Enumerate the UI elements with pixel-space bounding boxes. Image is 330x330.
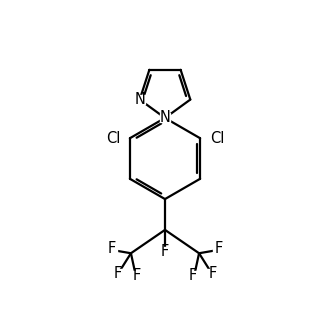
Text: N: N [160, 111, 170, 125]
Text: Cl: Cl [210, 131, 224, 146]
Text: Cl: Cl [106, 131, 120, 146]
Text: F: F [133, 268, 141, 283]
Bar [213, 244, 224, 253]
Bar [112, 269, 123, 278]
Bar [207, 269, 218, 278]
Bar [134, 95, 145, 104]
Text: F: F [189, 268, 197, 283]
Bar [188, 271, 199, 280]
Text: F: F [161, 245, 169, 259]
Bar [106, 244, 117, 253]
Bar [160, 248, 170, 256]
Text: F: F [209, 266, 217, 281]
Bar [160, 114, 170, 122]
Text: F: F [113, 266, 121, 281]
Bar [105, 134, 121, 143]
Text: N: N [134, 92, 145, 107]
Bar [131, 271, 142, 280]
Bar [209, 134, 225, 143]
Text: F: F [107, 241, 115, 256]
Text: F: F [214, 241, 223, 256]
